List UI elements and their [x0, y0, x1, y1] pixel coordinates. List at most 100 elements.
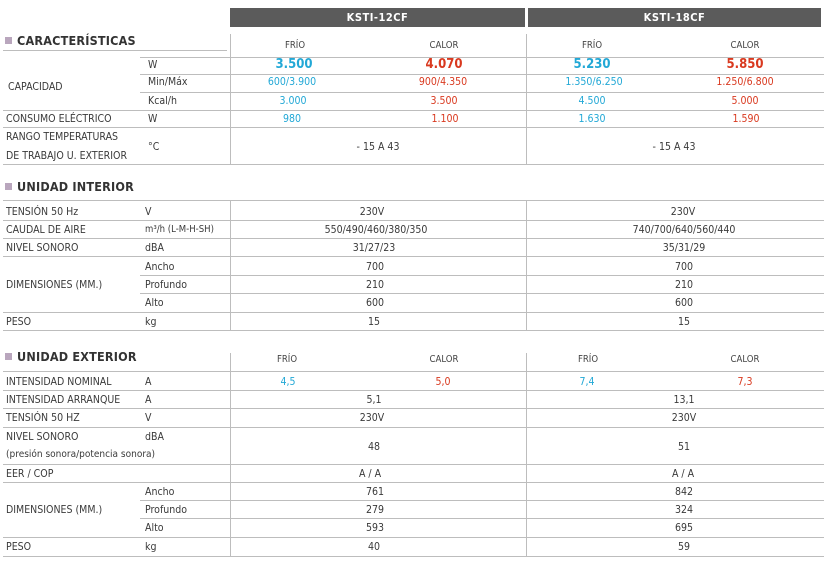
value-peso: 15 — [367, 316, 381, 328]
unit-label: kg — [145, 316, 157, 328]
col-header-calor: CALOR — [429, 354, 459, 365]
value-capacidad-kcal: 3.000 — [279, 95, 307, 107]
col-header-calor: CALOR — [730, 354, 760, 365]
divider-col-units — [230, 200, 231, 330]
col-header-frio: FRÍO — [577, 354, 599, 365]
col-header-calor: CALOR — [429, 40, 459, 51]
row-rule — [3, 127, 824, 128]
value-consumo: 1.630 — [578, 113, 606, 125]
unit-label: W — [148, 59, 158, 71]
value-capacidad-minmax: 900/4.350 — [418, 76, 468, 88]
value-alto: 600 — [674, 297, 694, 309]
value-intensidad: 4,5 — [280, 376, 296, 388]
value-nivel: 35/31/29 — [662, 242, 706, 254]
row-rule — [3, 408, 824, 409]
row-rule — [3, 464, 824, 465]
row-rule — [3, 330, 824, 331]
row-rule — [140, 74, 824, 75]
value-rango: - 15 A 43 — [356, 141, 400, 153]
col-header-frio: FRÍO — [276, 354, 298, 365]
dim-label-ancho: Ancho — [145, 486, 175, 498]
unit-label: dBA — [145, 242, 164, 254]
row-label-dimensiones: DIMENSIONES (MM.) — [6, 504, 103, 516]
row-label-eer: EER / COP — [6, 468, 54, 480]
unit-label: A — [145, 394, 152, 406]
value-ancho: 700 — [674, 261, 694, 273]
value-consumo: 1.590 — [732, 113, 760, 125]
value-eer: A / A — [358, 468, 382, 480]
row-rule — [3, 256, 824, 257]
value-caudal: 550/490/460/380/350 — [324, 224, 428, 236]
value-consumo: 1.100 — [431, 113, 459, 125]
row-rule — [3, 238, 824, 239]
value-tension: 230V — [670, 206, 696, 218]
value-profundo: 210 — [674, 279, 694, 291]
dim-label-profundo: Profundo — [145, 504, 188, 516]
section-rule — [3, 50, 227, 51]
row-label-rango: DE TRABAJO U. EXTERIOR — [6, 150, 128, 162]
row-label-nivel: NIVEL SONORO — [6, 431, 79, 443]
section-title-caracteristicas: CARACTERÍSTICAS — [17, 33, 136, 48]
col-header-frio: FRÍO — [284, 40, 306, 51]
value-intensidad: 7,3 — [737, 376, 753, 388]
row-label-caudal: CAUDAL DE AIRE — [6, 224, 86, 236]
value-intensidad: 7,4 — [579, 376, 595, 388]
value-capacidad-w: 3.500 — [275, 57, 313, 72]
dim-label-alto: Alto — [145, 297, 164, 309]
row-rule — [140, 57, 824, 58]
value-nivel: 48 — [367, 441, 381, 453]
row-rule — [3, 110, 824, 111]
value-eer: A / A — [671, 468, 695, 480]
row-label-consumo: CONSUMO ELÉCTRICO — [6, 113, 112, 125]
value-tension: 230V — [359, 206, 385, 218]
value-nivel: 31/27/23 — [352, 242, 396, 254]
col-header-frio: FRÍO — [581, 40, 603, 51]
section-marker — [5, 37, 12, 44]
divider-col-units — [230, 353, 231, 557]
value-tension: 230V — [359, 412, 385, 424]
unit-label: V — [145, 412, 152, 424]
row-rule — [3, 312, 824, 313]
row-label-tension: TENSIÓN 50 HZ — [6, 412, 80, 424]
value-ancho: 842 — [674, 486, 694, 498]
value-peso: 15 — [677, 316, 691, 328]
value-tension: 230V — [671, 412, 697, 424]
row-label-capacidad: CAPACIDAD — [8, 81, 63, 93]
row-label-nivel: NIVEL SONORO — [6, 242, 79, 254]
row-label-dimensiones: DIMENSIONES (MM.) — [6, 279, 103, 291]
row-rule — [3, 427, 824, 428]
row-label-intensidad: INTENSIDAD NOMINAL — [6, 376, 112, 388]
col-header-calor: CALOR — [730, 40, 760, 51]
value-capacidad-w: 5.230 — [573, 57, 611, 72]
value-intensidad: 5,0 — [435, 376, 451, 388]
model-header-12cf: KSTI-12CF — [230, 8, 525, 27]
value-consumo: 980 — [282, 113, 302, 125]
unit-label: Min/Máx — [148, 76, 188, 88]
row-label-arranque: INTENSIDAD ARRANQUE — [6, 394, 121, 406]
divider-col-models — [526, 353, 527, 557]
value-capacidad-minmax: 600/3.900 — [267, 76, 317, 88]
value-caudal: 740/700/640/560/440 — [632, 224, 736, 236]
unit-label: V — [145, 206, 152, 218]
dim-label-alto: Alto — [145, 522, 164, 534]
row-rule — [3, 482, 824, 483]
row-rule — [140, 518, 824, 519]
value-alto: 695 — [674, 522, 694, 534]
value-capacidad-minmax: 1.350/6.250 — [565, 76, 623, 88]
value-arranque: 13,1 — [673, 394, 695, 406]
value-capacidad-w: 4.070 — [425, 57, 463, 72]
value-profundo: 324 — [674, 504, 694, 516]
value-alto: 600 — [365, 297, 385, 309]
unit-label: m³/h (L-M-H-SH) — [145, 224, 214, 235]
value-nivel: 51 — [677, 441, 691, 453]
unit-label: dBA — [145, 431, 164, 443]
value-peso: 59 — [677, 541, 691, 553]
value-alto: 593 — [365, 522, 385, 534]
value-capacidad-kcal: 4.500 — [578, 95, 606, 107]
section-title-interior: UNIDAD INTERIOR — [17, 179, 135, 194]
row-rule — [3, 390, 824, 391]
model-header-18cf: KSTI-18CF — [528, 8, 821, 27]
section-title-exterior: UNIDAD EXTERIOR — [17, 349, 137, 364]
row-label-peso: PESO — [6, 541, 32, 553]
value-ancho: 700 — [365, 261, 385, 273]
